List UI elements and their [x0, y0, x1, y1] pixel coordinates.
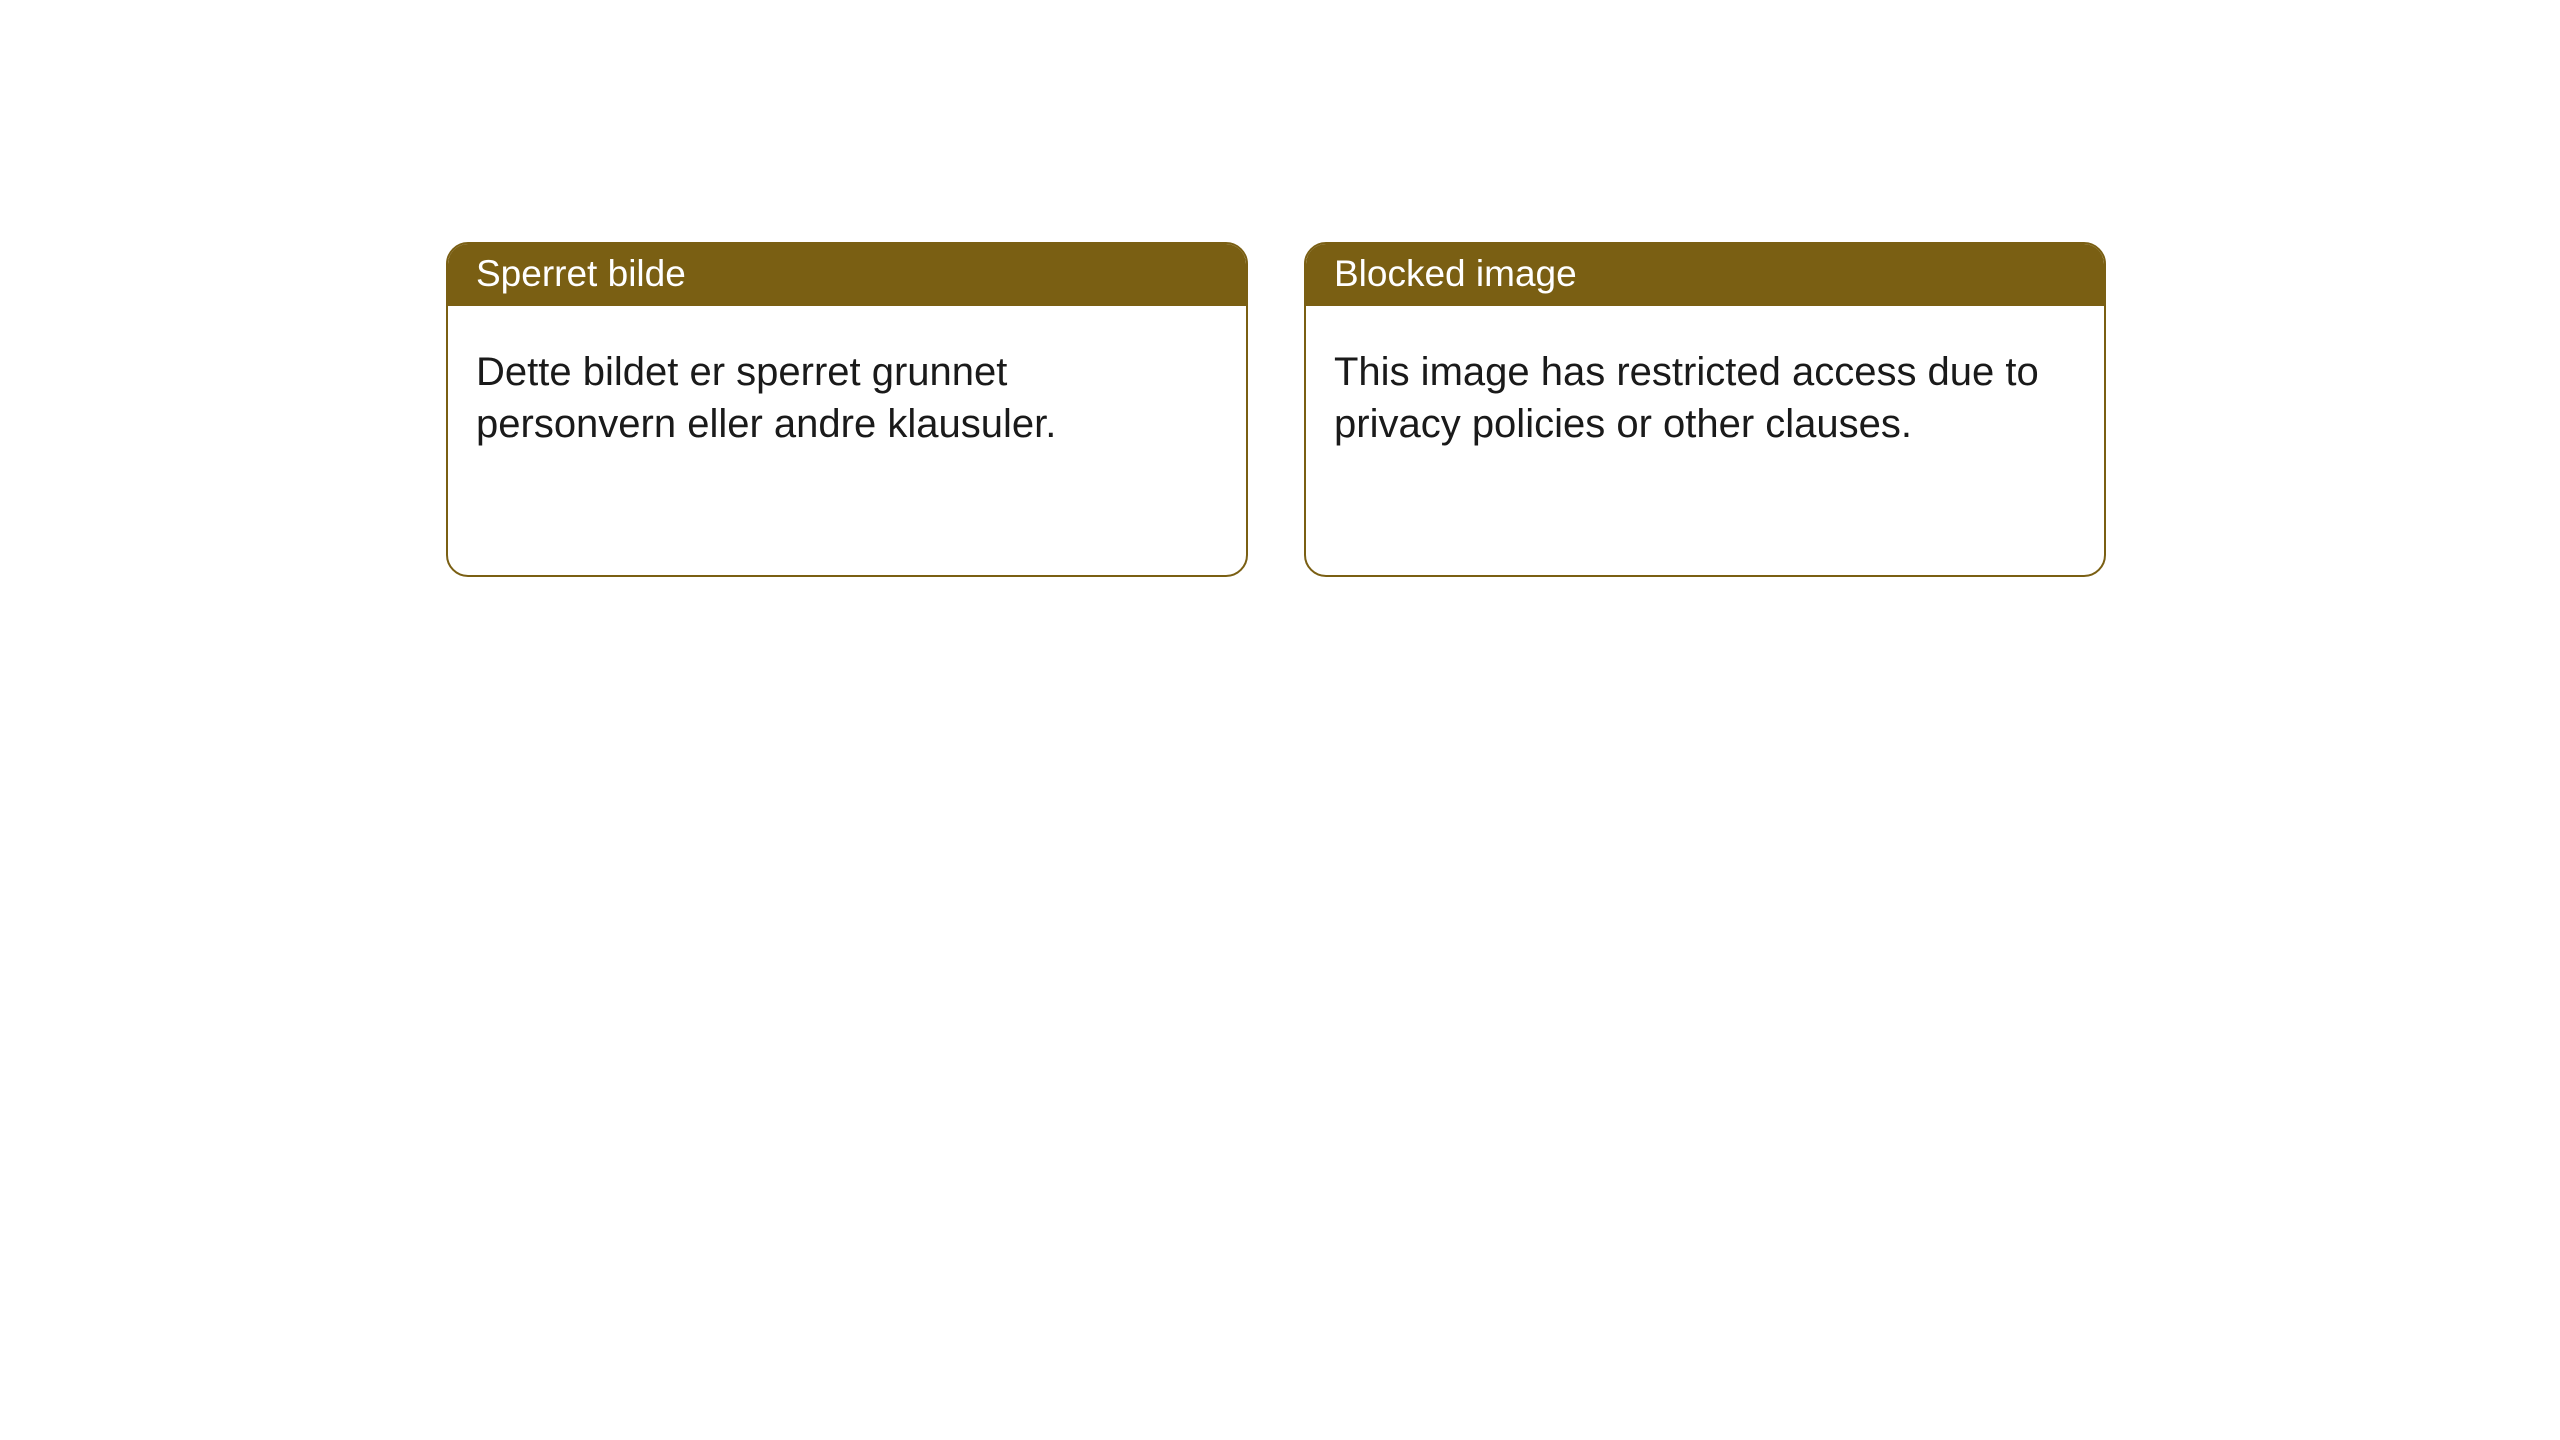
notice-header: Blocked image: [1306, 244, 2104, 306]
notice-header: Sperret bilde: [448, 244, 1246, 306]
notice-card-english: Blocked image This image has restricted …: [1304, 242, 2106, 577]
notice-body: Dette bildet er sperret grunnet personve…: [448, 306, 1246, 478]
notice-card-norwegian: Sperret bilde Dette bildet er sperret gr…: [446, 242, 1248, 577]
notice-container: Sperret bilde Dette bildet er sperret gr…: [0, 0, 2560, 577]
notice-body: This image has restricted access due to …: [1306, 306, 2104, 478]
